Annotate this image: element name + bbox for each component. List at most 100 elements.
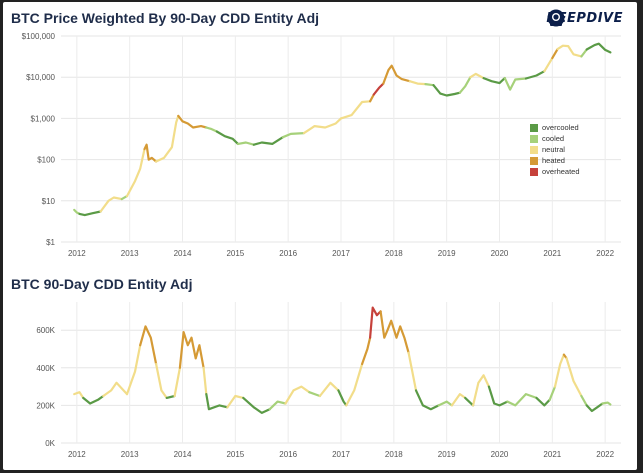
top-chart-segment-cooled bbox=[580, 48, 588, 58]
bottom-chart-segment-neutral bbox=[155, 362, 168, 399]
bottom-chart-segment-cooled bbox=[601, 401, 612, 406]
top-chart-segment-overcooled bbox=[482, 77, 506, 85]
legend-label-heated: heated bbox=[542, 156, 565, 165]
top-chart-segment-neutral bbox=[99, 196, 123, 213]
bottom-chart-title: BTC 90-Day CDD Entity Adj bbox=[11, 276, 193, 292]
top-chart-segment-cooled bbox=[503, 77, 527, 91]
top-chart-segment-overcooled bbox=[524, 70, 546, 80]
top-chart-segment-cooled bbox=[458, 76, 472, 94]
bottom-chart-segment-overcooled bbox=[535, 396, 551, 407]
legend-label-neutral: neutral bbox=[542, 145, 565, 154]
bottom-chart-x-tick-label: 2015 bbox=[226, 450, 244, 459]
top-chart-segment-cooled bbox=[236, 141, 255, 146]
bottom-chart-segment-neutral bbox=[318, 381, 340, 398]
top-chart-segment-neutral bbox=[125, 148, 146, 198]
legend-label-overcooled: overcooled bbox=[542, 123, 579, 132]
top-chart-y-tick-label: $100,000 bbox=[22, 32, 56, 41]
bottom-chart-segment-neutral bbox=[102, 381, 129, 398]
bottom-chart-y-tick-label: 200K bbox=[36, 401, 55, 410]
top-chart-x-tick-label: 2012 bbox=[68, 249, 86, 258]
top-chart-segment-neutral bbox=[543, 57, 554, 73]
bottom-chart-segment-cooled bbox=[268, 400, 287, 411]
top-chart-segment-neutral bbox=[469, 72, 485, 80]
bottom-chart-segment-overcooled bbox=[165, 394, 176, 399]
top-chart-title: BTC Price Weighted By 90-Day CDD Entity … bbox=[11, 10, 320, 26]
top-chart-segment-overcooled bbox=[432, 84, 461, 97]
top-chart-y-tick-label: $1,000 bbox=[31, 114, 56, 123]
top-chart-segment-neutral bbox=[302, 117, 343, 135]
bottom-chart-segment-neutral bbox=[450, 393, 467, 407]
legend-swatch-cooled bbox=[530, 134, 538, 143]
legend-item-neutral: neutral bbox=[530, 144, 580, 155]
bottom-chart-segment-overcooled bbox=[487, 385, 509, 407]
diver-helmet-icon bbox=[547, 9, 565, 27]
bottom-chart-segment-neutral bbox=[173, 366, 181, 398]
bottom-chart-segment-neutral bbox=[407, 351, 418, 392]
bottom-chart-segment-overcooled bbox=[82, 394, 105, 405]
bottom-chart-x-tick-label: 2017 bbox=[332, 450, 350, 459]
bottom-chart-segment-overheated bbox=[369, 306, 382, 339]
bottom-chart-segment-neutral bbox=[73, 391, 85, 399]
top-chart-x-tick-label: 2018 bbox=[385, 249, 403, 258]
legend-item-cooled: cooled bbox=[530, 133, 580, 144]
bottom-chart-x-tick-label: 2020 bbox=[491, 450, 509, 459]
bottom-chart-ticks: 0K 200K 400K 600K 2012 2013 2014 2015 2016 2017 20… bbox=[36, 326, 614, 459]
chart-card: BTC Price Weighted By 90-Day CDD Entity … bbox=[3, 2, 637, 470]
bottom-chart-segment-overcooled bbox=[585, 402, 604, 413]
charts-svg: $1 $10 $100 $1,000 $10,000 $100,000 2012 2013 20… bbox=[22, 32, 621, 459]
bottom-chart-segment-neutral bbox=[202, 366, 208, 396]
top-chart-y-tick-label: $10 bbox=[42, 197, 56, 206]
bottom-chart-segment-cooled bbox=[580, 394, 588, 407]
bottom-chart-series bbox=[73, 306, 612, 414]
bottom-chart-segment-neutral bbox=[284, 385, 311, 405]
bottom-chart-segment-heated bbox=[178, 331, 205, 369]
bottom-chart-segment-cooled bbox=[548, 385, 557, 401]
legend-swatch-overheated bbox=[530, 167, 538, 176]
legend: overcooled cooled neutral heated overhea… bbox=[530, 122, 580, 177]
legend-item-overheated: overheated bbox=[530, 166, 580, 177]
top-chart-x-tick-label: 2022 bbox=[596, 249, 614, 258]
top-chart-segment-overcooled bbox=[585, 42, 612, 54]
top-chart-segment-neutral bbox=[408, 80, 427, 86]
top-chart-segment-cooled bbox=[205, 126, 218, 133]
top-chart-series bbox=[73, 42, 612, 217]
top-chart-x-tick-label: 2017 bbox=[332, 249, 350, 258]
top-chart-segment-cooled bbox=[424, 83, 435, 87]
legend-item-heated: heated bbox=[530, 155, 580, 166]
legend-item-overcooled: overcooled bbox=[530, 122, 580, 133]
top-chart-segment-overheated bbox=[372, 82, 385, 96]
legend-label-overheated: overheated bbox=[542, 167, 580, 176]
top-chart-x-tick-label: 2020 bbox=[491, 249, 509, 258]
bottom-chart-x-tick-label: 2012 bbox=[68, 450, 86, 459]
top-chart-segment-overcooled bbox=[252, 136, 284, 146]
top-chart-segment-heated bbox=[382, 64, 411, 85]
top-chart-x-tick-label: 2016 bbox=[279, 249, 297, 258]
top-chart-x-tick-label: 2019 bbox=[438, 249, 456, 258]
top-chart-y-tick-label: $1 bbox=[46, 238, 55, 247]
top-chart-y-tick-label: $10,000 bbox=[26, 73, 55, 82]
bottom-chart-segment-neutral bbox=[472, 374, 490, 407]
bottom-chart-segment-overcooled bbox=[414, 389, 440, 411]
bottom-chart-x-tick-label: 2018 bbox=[385, 450, 403, 459]
top-chart-segment-cooled bbox=[281, 132, 306, 139]
logo-text: DEEPDIVE bbox=[546, 10, 623, 26]
top-chart-segment-overcooled bbox=[215, 130, 240, 145]
bottom-chart-x-tick-label: 2022 bbox=[596, 450, 614, 459]
top-chart-x-tick-label: 2013 bbox=[121, 249, 139, 258]
bottom-chart-segment-neutral bbox=[345, 362, 364, 407]
top-chart-x-tick-label: 2021 bbox=[543, 249, 561, 258]
bottom-chart-segment-overcooled bbox=[242, 396, 271, 414]
top-chart-segment-overcooled bbox=[78, 210, 102, 217]
bottom-chart-segment-overcooled bbox=[464, 396, 475, 407]
bottom-chart-x-tick-label: 2013 bbox=[121, 450, 139, 459]
bottom-chart-x-tick-label: 2021 bbox=[543, 450, 561, 459]
top-chart-segment-heated bbox=[369, 93, 375, 103]
legend-swatch-heated bbox=[530, 156, 538, 165]
bottom-chart-y-tick-label: 400K bbox=[36, 364, 55, 373]
top-chart-segment-heated bbox=[143, 143, 158, 163]
bottom-chart-segment-neutral bbox=[565, 357, 583, 398]
bottom-chart-segment-heated bbox=[379, 310, 410, 354]
legend-swatch-overcooled bbox=[530, 123, 538, 132]
bottom-chart-y-tick-label: 0K bbox=[45, 439, 55, 448]
